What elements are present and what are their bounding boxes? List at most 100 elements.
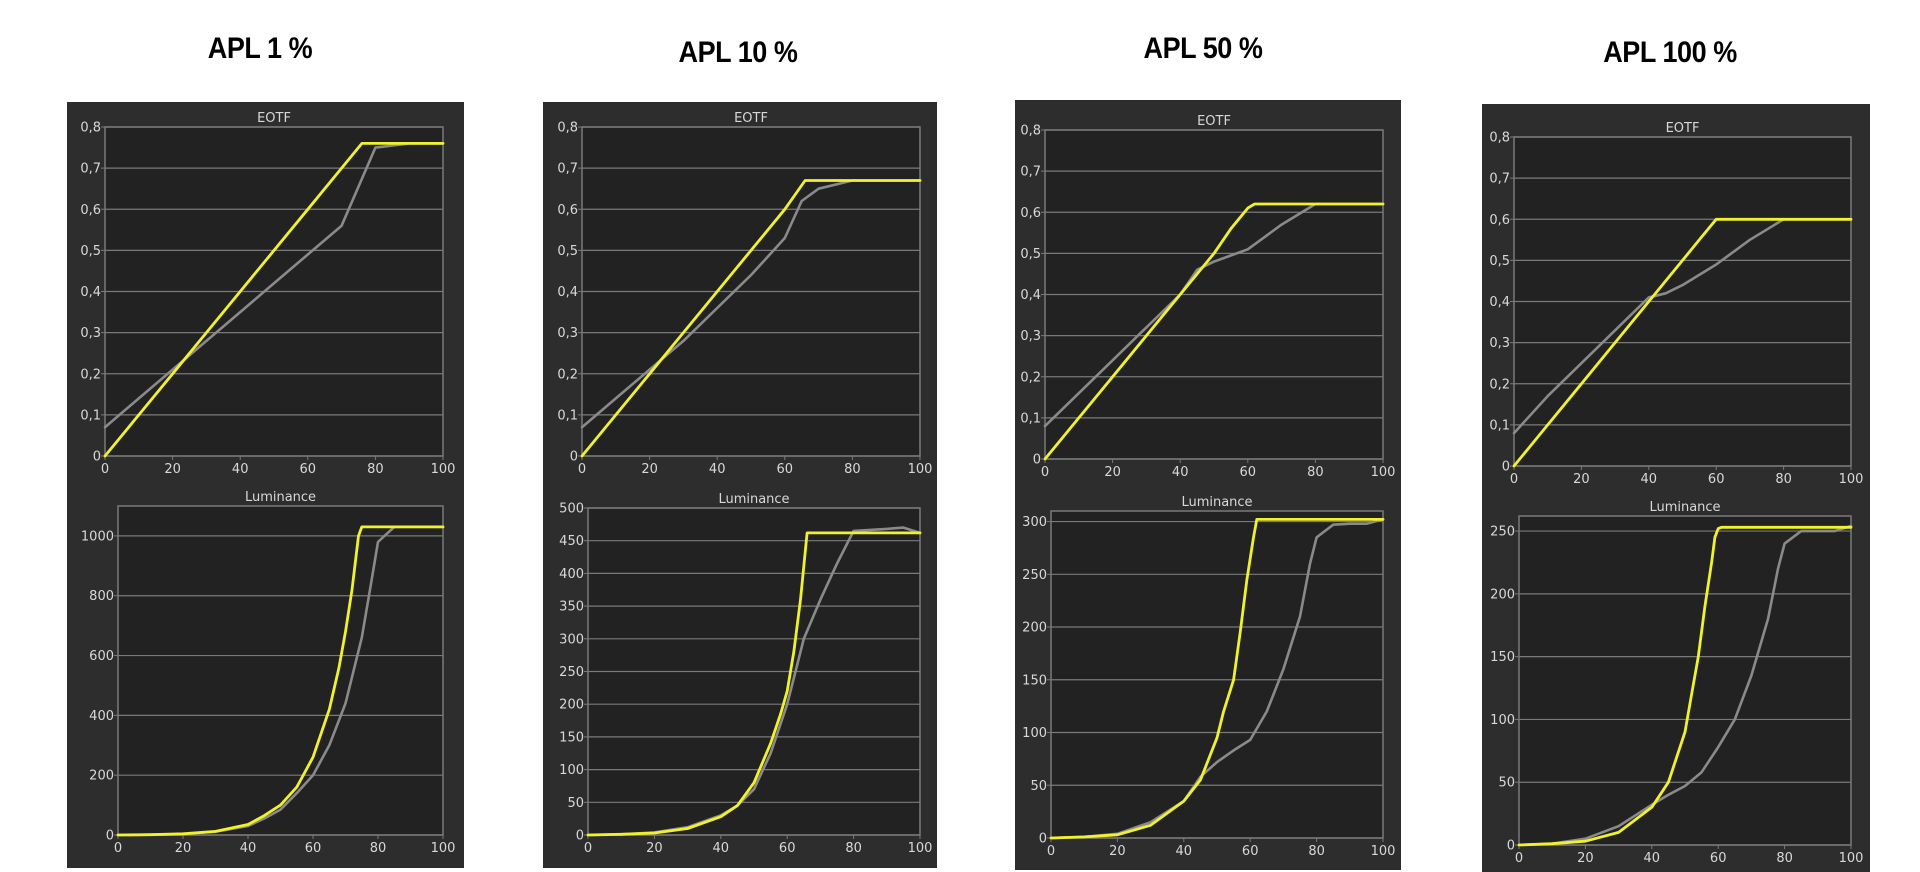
x-tick-label: 60 (1240, 465, 1257, 480)
eotf-apl-50-frame (1044, 129, 1384, 460)
y-tick-label: 0,6 (557, 203, 578, 218)
x-tick-label: 60 (1710, 851, 1727, 866)
y-tick-label: 0,7 (1489, 172, 1510, 187)
y-tick-label: 0,5 (1020, 247, 1041, 262)
x-tick-label: 80 (370, 841, 387, 856)
y-tick-label: 400 (559, 567, 584, 582)
y-tick-label: 800 (89, 589, 114, 604)
y-tick-label: 150 (559, 730, 584, 745)
y-tick-label: 50 (1498, 776, 1515, 791)
x-tick-label: 0 (1510, 472, 1518, 487)
y-tick-label: 50 (1030, 779, 1047, 794)
x-tick-label: 100 (431, 462, 456, 477)
x-tick-label: 60 (300, 462, 317, 477)
y-tick-label: 100 (1022, 726, 1047, 741)
eotf-apl-100-frame (1513, 136, 1852, 467)
y-tick-label: 200 (1022, 621, 1047, 636)
y-tick-label: 0,6 (1020, 206, 1041, 221)
y-tick-label: 350 (559, 600, 584, 615)
x-tick-label: 100 (908, 841, 933, 856)
y-tick-label: 0,2 (557, 367, 578, 382)
x-tick-label: 80 (844, 462, 861, 477)
x-tick-label: 0 (578, 462, 586, 477)
y-tick-label: 0,6 (1489, 213, 1510, 228)
eotf-apl-1-target-line (103, 142, 445, 429)
luminance-apl-10-title: Luminance (718, 492, 789, 507)
luminance-apl-1-chart: Luminance 0 200 400 600 800 1000 0 20 40 60 80 100 (81, 490, 456, 856)
y-tick-label: 0,2 (80, 367, 101, 382)
luminance-apl-100-target-line (1517, 524, 1853, 847)
y-tick-label: 0,8 (1020, 124, 1041, 139)
x-tick-label: 20 (1577, 851, 1594, 866)
luminance-apl-50-chart: Luminance 0 50 100 150 200 250 300 0 20 40 60 80 100 (1022, 495, 1395, 859)
luminance-apl-100-chart: Luminance 0 50 100 150 200 250 0 20 40 60 80 100 (1490, 500, 1863, 866)
y-tick-label: 0,4 (80, 285, 101, 300)
eotf-apl-1-measured-line (103, 141, 445, 458)
x-tick-label: 20 (164, 462, 181, 477)
eotf-apl-1-chart: EOTF 0 0,1 0,2 0,3 0,4 0,5 0,6 0,7 0,8 0 20 40 60 80 10… (80, 111, 455, 477)
apl-title-100: APL 100 % (1603, 36, 1737, 69)
luminance-apl-50-plot-area (1051, 511, 1383, 838)
luminance-apl-1-measured-line (116, 525, 445, 837)
x-tick-label: 100 (1371, 844, 1396, 859)
y-tick-label: 300 (559, 632, 584, 647)
x-tick-label: 20 (641, 462, 658, 477)
y-tick-label: 450 (559, 534, 584, 549)
eotf-apl-100-title: EOTF (1666, 121, 1700, 136)
eotf-apl-50-chart: EOTF 0 0,1 0,2 0,3 0,4 0,5 0,6 0,7 0,8 0 20 40 60 80 10… (1020, 114, 1395, 480)
y-tick-label: 300 (1022, 515, 1047, 530)
luminance-apl-50-title: Luminance (1181, 495, 1252, 510)
x-tick-label: 20 (175, 841, 192, 856)
x-tick-label: 0 (101, 462, 109, 477)
y-tick-label: 50 (567, 796, 584, 811)
y-tick-label: 0,5 (1489, 254, 1510, 269)
y-tick-label: 0 (1502, 460, 1510, 475)
y-tick-label: 250 (1022, 568, 1047, 583)
y-tick-label: 200 (559, 698, 584, 713)
x-tick-label: 80 (1308, 844, 1325, 859)
y-tick-label: 0,5 (557, 244, 578, 259)
y-tick-label: 0,8 (557, 121, 578, 136)
eotf-apl-1-title: EOTF (257, 111, 291, 126)
x-tick-label: 60 (779, 841, 796, 856)
x-tick-label: 0 (584, 841, 592, 856)
x-tick-label: 60 (777, 462, 794, 477)
y-tick-label: 0,1 (1489, 418, 1510, 433)
y-tick-label: 0,4 (1020, 288, 1041, 303)
y-tick-label: 0,1 (80, 408, 101, 423)
y-tick-label: 0 (1039, 832, 1047, 847)
eotf-apl-10-chart: EOTF 0 0,1 0,2 0,3 0,4 0,5 0,6 0,7 0,8 0 20 40 60 80 10… (557, 111, 932, 477)
y-tick-label: 0,7 (1020, 165, 1041, 180)
x-tick-label: 40 (713, 841, 730, 856)
x-tick-label: 60 (1708, 472, 1725, 487)
y-tick-label: 0,3 (1020, 329, 1041, 344)
y-tick-label: 0 (1033, 453, 1041, 468)
x-tick-label: 100 (1839, 472, 1864, 487)
luminance-apl-50-target-line (1049, 518, 1385, 840)
eotf-apl-50-title: EOTF (1197, 114, 1231, 129)
apl-title-10: APL 10 % (678, 36, 798, 69)
luminance-apl-1-plot-area (118, 506, 443, 835)
y-tick-label: 0,2 (1489, 377, 1510, 392)
x-tick-label: 100 (431, 841, 456, 856)
y-tick-label: 0,6 (80, 203, 101, 218)
x-tick-label: 40 (1176, 844, 1193, 859)
x-tick-label: 20 (1573, 472, 1590, 487)
y-tick-label: 150 (1490, 650, 1515, 665)
y-tick-label: 250 (559, 665, 584, 680)
y-tick-label: 400 (89, 709, 114, 724)
x-tick-label: 40 (709, 462, 726, 477)
y-tick-label: 0,4 (557, 285, 578, 300)
y-tick-label: 0 (106, 829, 114, 844)
x-tick-label: 40 (1172, 465, 1189, 480)
y-tick-label: 0,2 (1020, 370, 1041, 385)
y-tick-label: 150 (1022, 673, 1047, 688)
y-tick-label: 0,3 (557, 326, 578, 341)
y-tick-label: 0 (1507, 839, 1515, 854)
luminance-apl-50-measured-line (1049, 518, 1385, 840)
luminance-apl-100-title: Luminance (1649, 500, 1720, 515)
x-tick-label: 100 (908, 462, 933, 477)
x-tick-label: 40 (232, 462, 249, 477)
y-tick-label: 0,4 (1489, 295, 1510, 310)
